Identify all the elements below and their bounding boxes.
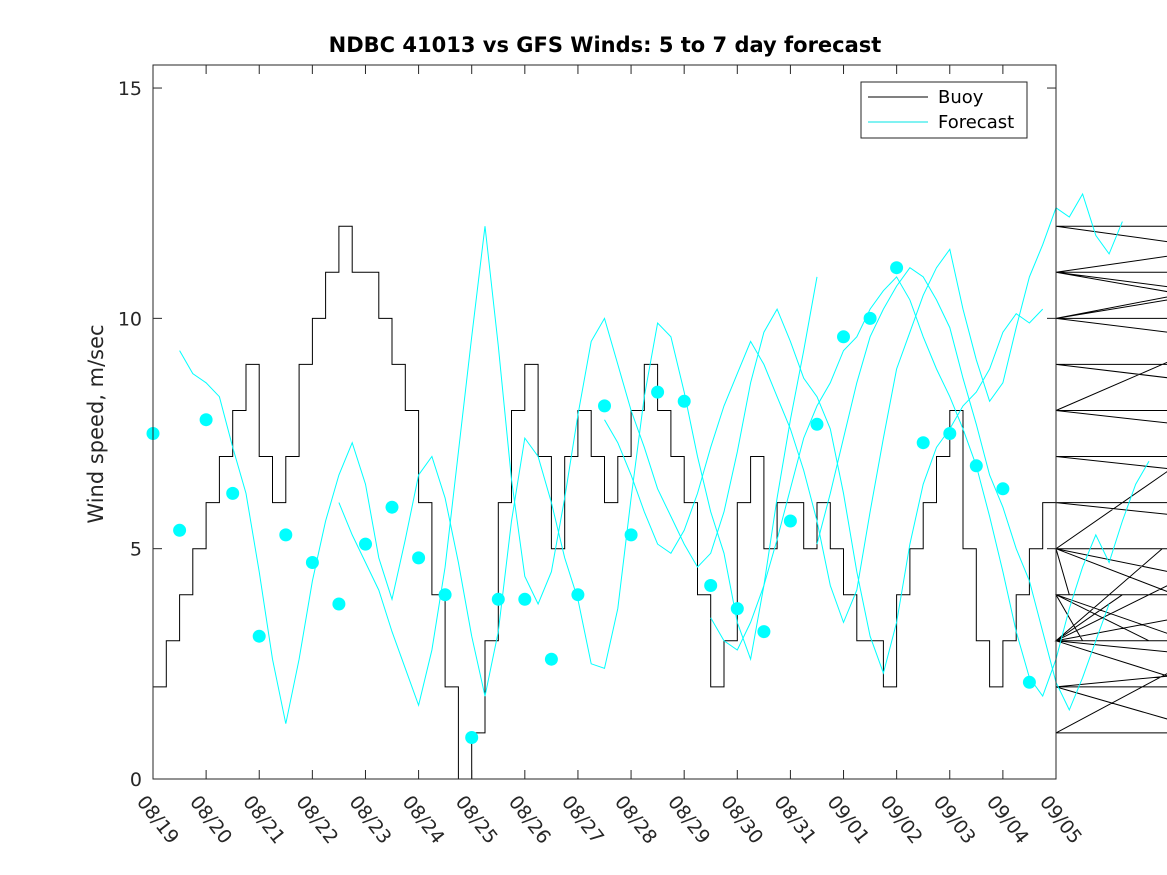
forecast-marker xyxy=(305,556,319,569)
forecast-marker xyxy=(199,413,213,427)
y-tick-label: 15 xyxy=(118,78,142,100)
forecast-marker xyxy=(571,588,585,602)
chart-title: NDBC 41013 vs GFS Winds: 5 to 7 day fore… xyxy=(329,33,882,57)
forecast-marker xyxy=(226,486,240,500)
x-tick-label: 09/05 xyxy=(1035,792,1086,849)
forecast-marker xyxy=(704,579,718,592)
forecast-marker xyxy=(412,551,426,565)
x-tick-label: 08/23 xyxy=(345,792,396,849)
forecast-marker xyxy=(491,592,505,606)
forecast-marker xyxy=(969,459,983,473)
forecast-marker xyxy=(651,385,665,399)
x-tick-label: 08/25 xyxy=(451,792,502,849)
legend-box xyxy=(860,81,1028,139)
forecast-series-line-2 xyxy=(338,226,1044,708)
x-tick-label: 08/26 xyxy=(504,792,555,849)
forecast-marker xyxy=(385,500,399,514)
forecast-marker xyxy=(863,311,877,325)
forecast-series-line-5 xyxy=(816,267,1110,712)
axes-box xyxy=(152,64,1057,780)
forecast-marker xyxy=(332,597,346,611)
forecast-marker xyxy=(996,482,1010,496)
x-tick-label: 08/22 xyxy=(291,792,342,849)
x-tick-label: 09/02 xyxy=(876,792,927,849)
legend-forecast-label: Forecast xyxy=(938,112,1014,133)
forecast-marker xyxy=(810,417,824,431)
plot-layer xyxy=(146,192,1167,780)
y-axis-label: Wind speed, m/sec xyxy=(84,324,108,523)
forecast-series-line-4 xyxy=(710,276,1150,698)
x-tick-label: 08/28 xyxy=(610,792,661,849)
x-tick-label: 09/03 xyxy=(929,792,980,849)
forecast-marker xyxy=(279,528,293,542)
forecast-marker xyxy=(837,330,850,344)
x-tick-label: 08/29 xyxy=(663,792,714,849)
buoy-series-line xyxy=(153,225,1167,780)
forecast-marker xyxy=(890,261,904,275)
forecast-series-line-3 xyxy=(604,192,1123,624)
forecast-marker xyxy=(677,394,691,408)
forecast-marker xyxy=(465,731,479,744)
y-tick-label: 0 xyxy=(130,769,142,791)
forecast-marker xyxy=(173,523,187,537)
forecast-marker xyxy=(438,588,452,602)
forecast-marker xyxy=(757,625,771,639)
y-tick-label: 5 xyxy=(130,539,142,561)
forecast-series-line-1 xyxy=(179,276,818,724)
x-tick-label: 08/24 xyxy=(398,792,449,849)
forecast-marker xyxy=(359,537,372,551)
x-tick-label: 08/31 xyxy=(769,792,820,849)
forecast-marker xyxy=(252,629,266,643)
plot-area xyxy=(153,65,1056,779)
x-tick-label: 08/19 xyxy=(132,792,183,849)
y-tick-label: 10 xyxy=(118,308,142,330)
forecast-marker xyxy=(916,436,930,450)
x-tick-label: 08/21 xyxy=(238,792,289,849)
legend: Buoy Forecast xyxy=(860,81,1028,139)
x-tick-label: 08/27 xyxy=(557,792,608,849)
forecast-marker xyxy=(1022,675,1036,689)
forecast-marker xyxy=(624,528,638,542)
x-tick-label: 09/04 xyxy=(982,792,1033,849)
forecast-marker xyxy=(943,427,957,440)
forecast-marker xyxy=(730,602,744,616)
x-tick-label: 09/01 xyxy=(823,792,874,849)
x-tick-label: 08/20 xyxy=(185,792,236,849)
x-tick-label: 08/30 xyxy=(716,792,767,849)
forecast-marker xyxy=(783,514,797,528)
legend-buoy-label: Buoy xyxy=(938,87,984,108)
forecast-marker xyxy=(598,399,611,413)
forecast-marker xyxy=(544,652,558,666)
forecast-marker xyxy=(518,592,532,606)
